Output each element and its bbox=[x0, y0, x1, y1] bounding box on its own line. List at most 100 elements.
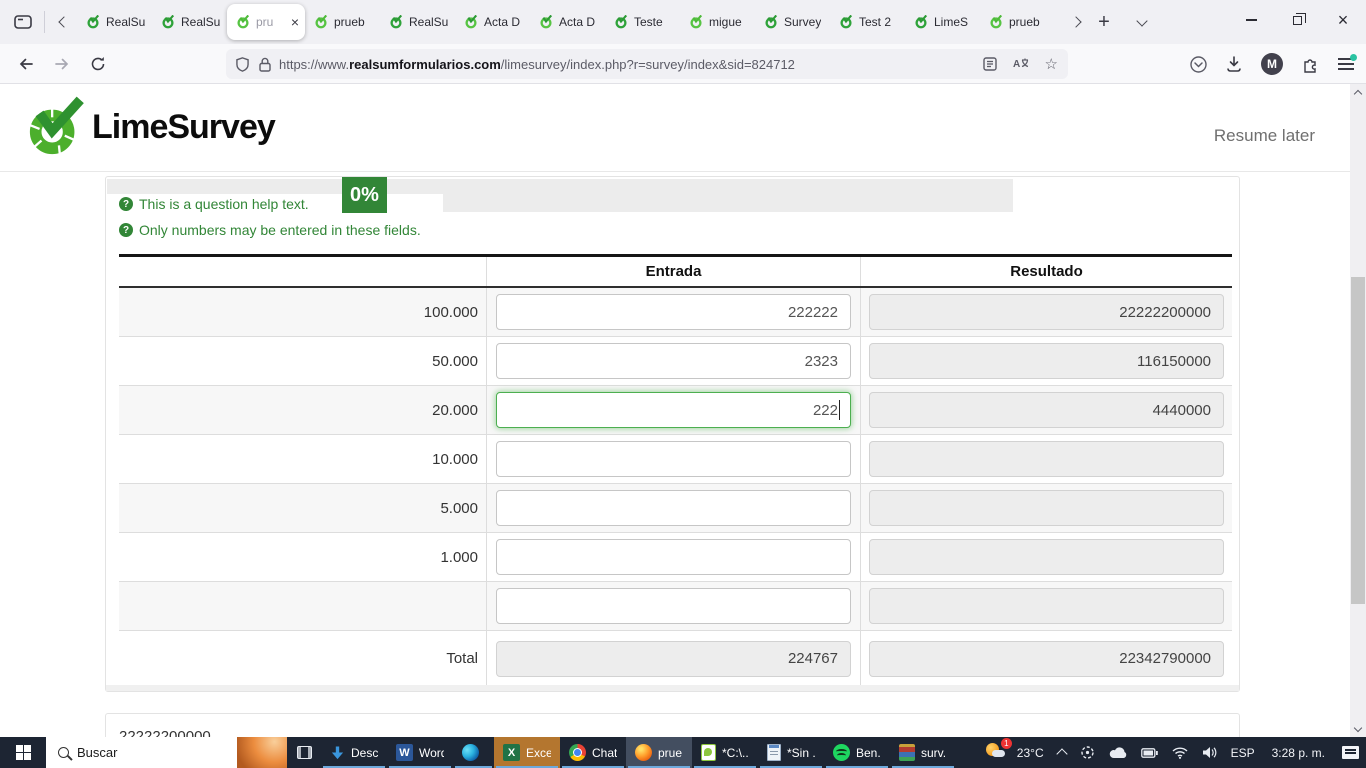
tab[interactable]: prueb bbox=[980, 0, 1055, 44]
tab-label: migue bbox=[709, 15, 742, 29]
taskbar-app-notepad[interactable]: *Sin ... bbox=[758, 737, 824, 768]
table-total-row: Total bbox=[119, 631, 1232, 687]
entrada-input[interactable] bbox=[496, 490, 851, 526]
tray-expand-button[interactable] bbox=[1051, 737, 1073, 768]
tray-meet-now-icon[interactable] bbox=[1073, 737, 1102, 768]
task-view-button[interactable] bbox=[287, 737, 321, 768]
winrar-icon bbox=[899, 744, 915, 761]
forward-button[interactable] bbox=[48, 50, 76, 78]
tab[interactable]: Acta D bbox=[530, 0, 605, 44]
tab[interactable]: RealSu bbox=[380, 0, 455, 44]
page-scrollbar[interactable] bbox=[1350, 84, 1366, 737]
scroll-tabs-right-button[interactable] bbox=[1063, 7, 1089, 37]
close-button[interactable]: × bbox=[1320, 0, 1366, 40]
toolbar-right-icons: M bbox=[1190, 44, 1357, 84]
taskbar-app-spotify[interactable]: Ben... bbox=[824, 737, 890, 768]
chrome-icon bbox=[569, 744, 586, 761]
reload-button[interactable] bbox=[84, 50, 112, 78]
taskbar-search[interactable]: Buscar bbox=[46, 737, 287, 768]
header-resultado: Resultado bbox=[1010, 263, 1083, 280]
entrada-input[interactable] bbox=[496, 441, 851, 477]
reader-mode-icon[interactable] bbox=[982, 57, 997, 71]
scrollbar-up-button[interactable] bbox=[1350, 84, 1366, 100]
browser-tab-strip: RealSu RealSu pru × prueb RealSu Acta D A… bbox=[0, 0, 1366, 44]
url-text: https://www.realsumformularios.com/limes… bbox=[279, 56, 795, 72]
tab[interactable]: migue bbox=[680, 0, 755, 44]
entrada-input[interactable] bbox=[496, 294, 851, 330]
tab[interactable]: LimeS bbox=[905, 0, 980, 44]
scroll-tabs-left-button[interactable] bbox=[51, 7, 77, 37]
chevron-down-icon bbox=[1353, 723, 1363, 732]
resultado-output bbox=[869, 588, 1224, 624]
plus-icon: + bbox=[1098, 10, 1110, 33]
bookmark-star-icon[interactable]: ☆ bbox=[1044, 56, 1058, 73]
limesurvey-favicon bbox=[465, 15, 478, 29]
resultado-output bbox=[869, 343, 1224, 379]
resultado-output bbox=[869, 441, 1224, 477]
tab[interactable]: RealSu bbox=[77, 0, 152, 44]
limesurvey-favicon bbox=[615, 15, 628, 29]
menu-hamburger-icon[interactable] bbox=[1338, 54, 1357, 70]
tab-close-icon[interactable]: × bbox=[290, 14, 299, 30]
tab[interactable]: Acta D bbox=[455, 0, 530, 44]
search-icon bbox=[58, 747, 69, 758]
row-label: 50.000 bbox=[119, 337, 487, 385]
search-placeholder: Buscar bbox=[77, 745, 118, 760]
new-tab-button[interactable]: + bbox=[1089, 7, 1119, 37]
url-bar[interactable]: https://www.realsumformularios.com/limes… bbox=[226, 49, 1068, 79]
account-avatar[interactable]: M bbox=[1261, 53, 1283, 75]
taskbar-app-notepadpp[interactable]: *C:\... bbox=[692, 737, 758, 768]
firefox-view-button[interactable] bbox=[8, 7, 38, 37]
tray-wifi-icon[interactable] bbox=[1165, 737, 1195, 768]
scrollbar-down-button[interactable] bbox=[1350, 721, 1366, 737]
taskbar-app-chrome[interactable]: Chat... bbox=[560, 737, 626, 768]
entrada-input-focused[interactable] bbox=[496, 392, 851, 428]
translate-icon[interactable]: A bbox=[1013, 57, 1029, 71]
pocket-icon[interactable] bbox=[1190, 55, 1207, 73]
tab[interactable]: Teste bbox=[605, 0, 680, 44]
entrada-input[interactable] bbox=[496, 588, 851, 624]
extensions-puzzle-icon[interactable] bbox=[1302, 56, 1319, 73]
reload-icon bbox=[91, 56, 105, 70]
start-button[interactable] bbox=[0, 737, 46, 768]
weather-widget[interactable]: 1 bbox=[984, 737, 1012, 768]
language-indicator[interactable]: ESP bbox=[1230, 745, 1255, 760]
tab[interactable]: prueb bbox=[305, 0, 380, 44]
back-button[interactable] bbox=[12, 50, 40, 78]
cloud-icon bbox=[991, 750, 1005, 757]
clock[interactable]: 3:28 p. m. bbox=[1271, 745, 1325, 760]
tab[interactable]: RealSu bbox=[152, 0, 227, 44]
table-row: 50.000 bbox=[119, 337, 1232, 386]
downloads-icon[interactable] bbox=[1226, 56, 1242, 72]
entrada-input[interactable] bbox=[496, 343, 851, 379]
search-highlight-art[interactable] bbox=[237, 737, 287, 768]
taskbar-app-excel[interactable]: X Excel bbox=[494, 737, 560, 768]
list-all-tabs-button[interactable] bbox=[1127, 7, 1157, 37]
tray-onedrive-cloud-icon[interactable] bbox=[1102, 737, 1134, 768]
limesurvey-favicon bbox=[87, 15, 100, 29]
tab-label: prueb bbox=[1009, 15, 1040, 29]
taskbar-app-downloads[interactable]: Desc... bbox=[321, 737, 387, 768]
taskbar-app-firefox[interactable]: prue... bbox=[626, 737, 692, 768]
scrollbar-thumb[interactable] bbox=[1351, 277, 1365, 604]
restore-button[interactable] bbox=[1274, 0, 1320, 40]
tab[interactable]: Survey bbox=[755, 0, 830, 44]
taskbar-app-word[interactable]: W Word bbox=[387, 737, 453, 768]
chevron-left-icon bbox=[58, 16, 70, 28]
table-row: 1.000 bbox=[119, 533, 1232, 582]
text-caret bbox=[838, 400, 840, 420]
tab-active[interactable]: pru × bbox=[227, 4, 305, 40]
tab[interactable]: Test 2 bbox=[830, 0, 905, 44]
resume-later-link[interactable]: Resume later bbox=[1213, 126, 1315, 145]
action-center-button[interactable] bbox=[1335, 737, 1366, 768]
taskbar-app-edge[interactable] bbox=[453, 737, 494, 768]
tray-volume-icon[interactable] bbox=[1195, 737, 1224, 768]
minimize-button[interactable] bbox=[1228, 0, 1274, 40]
limesurvey-favicon bbox=[690, 15, 703, 29]
entrada-input[interactable] bbox=[496, 539, 851, 575]
tray-battery-icon[interactable] bbox=[1134, 737, 1165, 768]
temperature-label[interactable]: 23°C bbox=[1016, 745, 1044, 760]
taskbar-app-winrar[interactable]: surv... bbox=[890, 737, 956, 768]
spotify-icon bbox=[833, 744, 850, 761]
row-label: 5.000 bbox=[119, 484, 487, 532]
